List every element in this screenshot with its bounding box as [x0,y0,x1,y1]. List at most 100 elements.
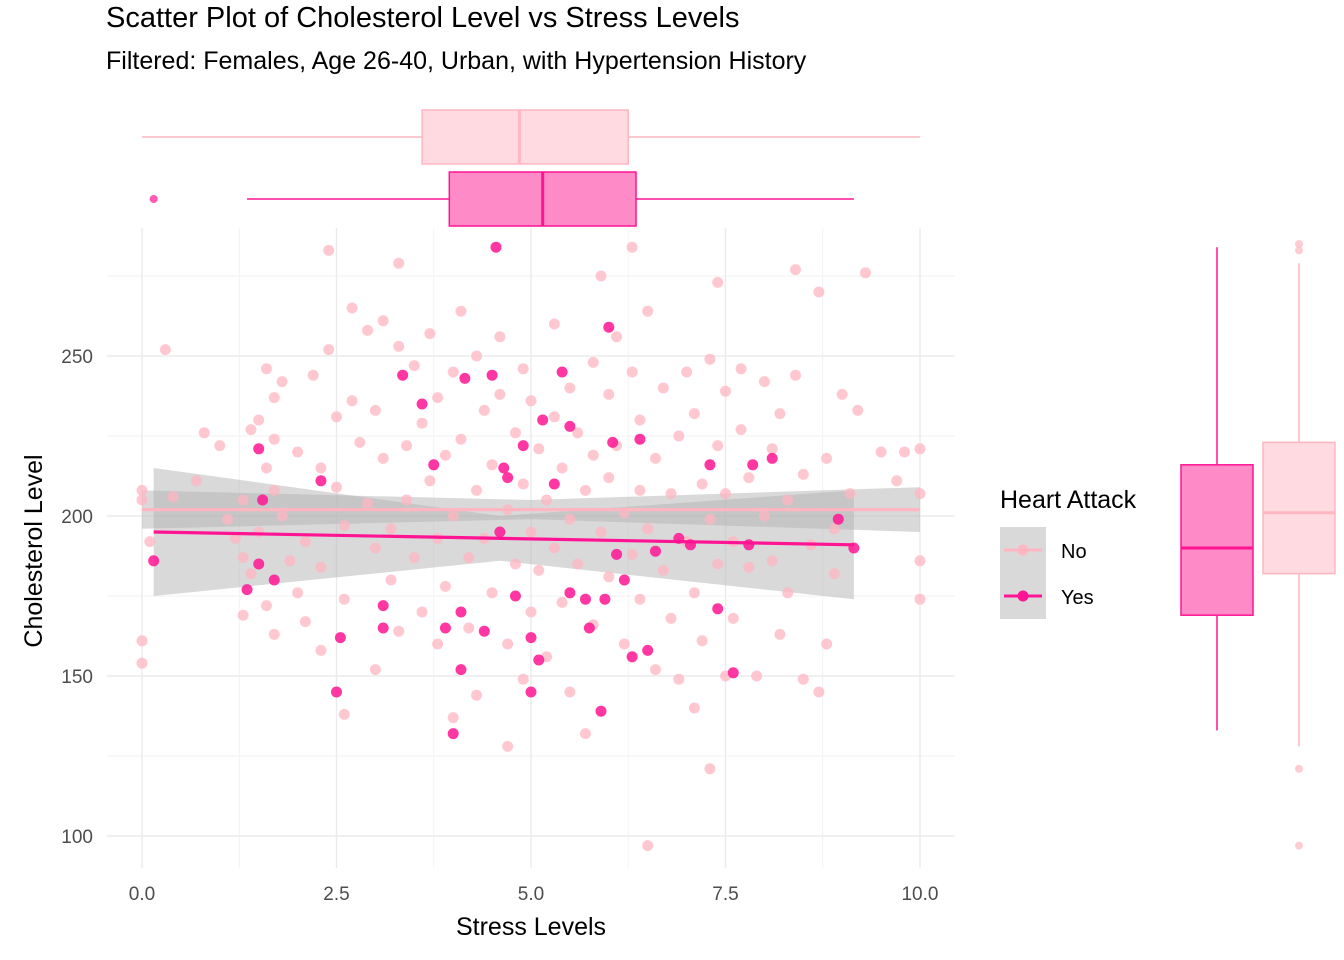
point-yes [397,369,409,381]
point-yes [564,420,576,432]
point-no [346,302,358,314]
x-tick-label: 7.5 [712,884,738,905]
point-no [502,638,514,650]
point-no [136,484,148,496]
point-no [688,702,700,714]
right-outlier-no [1295,240,1303,248]
point-yes [607,436,619,448]
point-no [439,449,451,461]
point-no [509,558,521,570]
legend-key-point-yes [1017,590,1029,602]
point-yes [832,513,844,525]
point-no [517,478,529,490]
point-no [198,427,210,439]
point-no [634,414,646,426]
point-no [626,241,638,253]
point-no [556,462,568,474]
point-no [338,708,350,720]
point-no [299,616,311,628]
point-no [751,670,763,682]
point-yes [253,558,265,570]
x-axis-title: Stress Levels [456,913,606,941]
point-no [579,728,591,740]
point-no [455,305,467,317]
point-no [408,360,420,372]
point-no [268,628,280,640]
point-no [416,606,428,618]
point-no [587,449,599,461]
point-no [727,612,739,624]
point-no [533,564,545,576]
point-no [696,478,708,490]
point-yes [626,651,638,663]
point-no [813,286,825,298]
y-axis-title: Cholesterol Level [20,454,48,647]
point-yes [727,667,739,679]
trend-lines [142,508,920,547]
x-tick-label: 5.0 [518,884,544,905]
point-yes [455,664,467,676]
point-no [564,382,576,394]
point-no [665,612,677,624]
point-no [408,552,420,564]
point-no [719,488,731,500]
point-yes [416,398,428,410]
point-no [385,523,397,535]
point-no [377,452,389,464]
point-no [556,596,568,608]
point-no [439,580,451,592]
legend-title: Heart Attack [1000,486,1137,514]
point-no [813,686,825,698]
point-no [424,475,436,487]
point-no [471,484,483,496]
legend-label-yes: Yes [1061,587,1094,609]
point-yes [599,593,611,605]
point-no [704,353,716,365]
point-no [463,552,475,564]
point-no [338,520,350,532]
point-no [253,526,265,538]
point-no [828,523,840,535]
point-no [665,488,677,500]
point-no [315,561,327,573]
point-no [276,376,288,388]
point-no [237,552,249,564]
point-no [688,408,700,420]
point-yes [377,600,389,612]
point-no [354,436,366,448]
point-no [774,628,786,640]
point-no [229,532,241,544]
point-yes [502,472,514,484]
point-yes [478,625,490,637]
point-no [292,587,304,599]
point-yes [747,459,759,471]
point-no [463,622,475,634]
point-no [471,689,483,701]
point-no [572,427,584,439]
point-no [471,350,483,362]
point-yes [428,459,440,471]
point-no [634,484,646,496]
point-no [836,388,848,400]
point-no [766,443,778,455]
point-no [828,568,840,580]
point-no [533,443,545,455]
point-no [790,264,802,276]
point-no [315,644,327,656]
point-no [548,411,560,423]
point-no [432,638,444,650]
point-yes [331,686,343,698]
point-no [649,664,661,676]
point-no [136,657,148,669]
point-no [898,446,910,458]
point-no [673,430,685,442]
point-no [447,712,459,724]
point-no [486,459,498,471]
point-no [860,267,872,279]
point-no [914,555,926,567]
right-outlier-no [1295,246,1303,255]
point-yes [649,545,661,557]
point-no [743,561,755,573]
point-no [245,424,257,436]
